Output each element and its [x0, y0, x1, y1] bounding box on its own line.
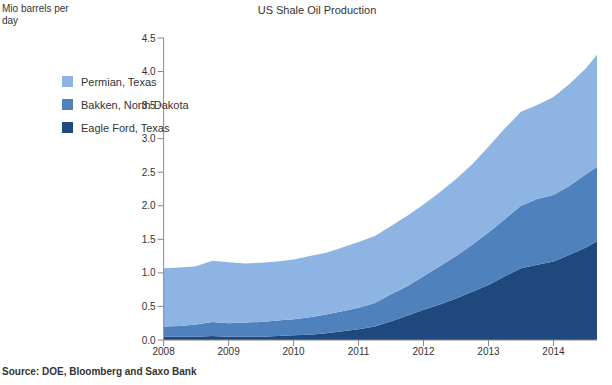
svg-text:2.0: 2.0: [142, 200, 156, 211]
svg-text:2014: 2014: [542, 346, 565, 357]
svg-text:2013: 2013: [477, 346, 500, 357]
svg-text:2.5: 2.5: [142, 167, 156, 178]
svg-text:2009: 2009: [217, 346, 240, 357]
svg-text:4.0: 4.0: [142, 66, 156, 77]
svg-text:0.5: 0.5: [142, 301, 156, 312]
svg-text:2011: 2011: [348, 346, 370, 357]
svg-text:0.0: 0.0: [142, 335, 156, 346]
svg-text:1.5: 1.5: [142, 234, 156, 245]
svg-text:3.0: 3.0: [142, 133, 156, 144]
svg-text:1.0: 1.0: [142, 267, 156, 278]
svg-text:2012: 2012: [412, 346, 435, 357]
svg-text:2008: 2008: [153, 346, 176, 357]
svg-text:4.5: 4.5: [142, 33, 156, 44]
svg-text:3.5: 3.5: [142, 100, 156, 111]
svg-text:2010: 2010: [282, 346, 305, 357]
